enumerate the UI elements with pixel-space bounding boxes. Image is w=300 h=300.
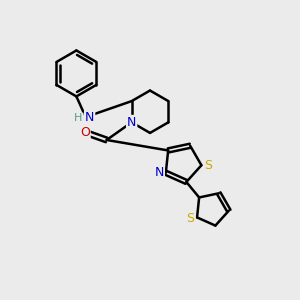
Text: O: O (80, 125, 90, 139)
Text: S: S (187, 212, 195, 225)
Text: S: S (204, 159, 212, 172)
Text: N: N (127, 116, 136, 129)
Text: N: N (154, 166, 164, 179)
Text: H: H (74, 113, 83, 124)
Text: N: N (85, 110, 94, 124)
